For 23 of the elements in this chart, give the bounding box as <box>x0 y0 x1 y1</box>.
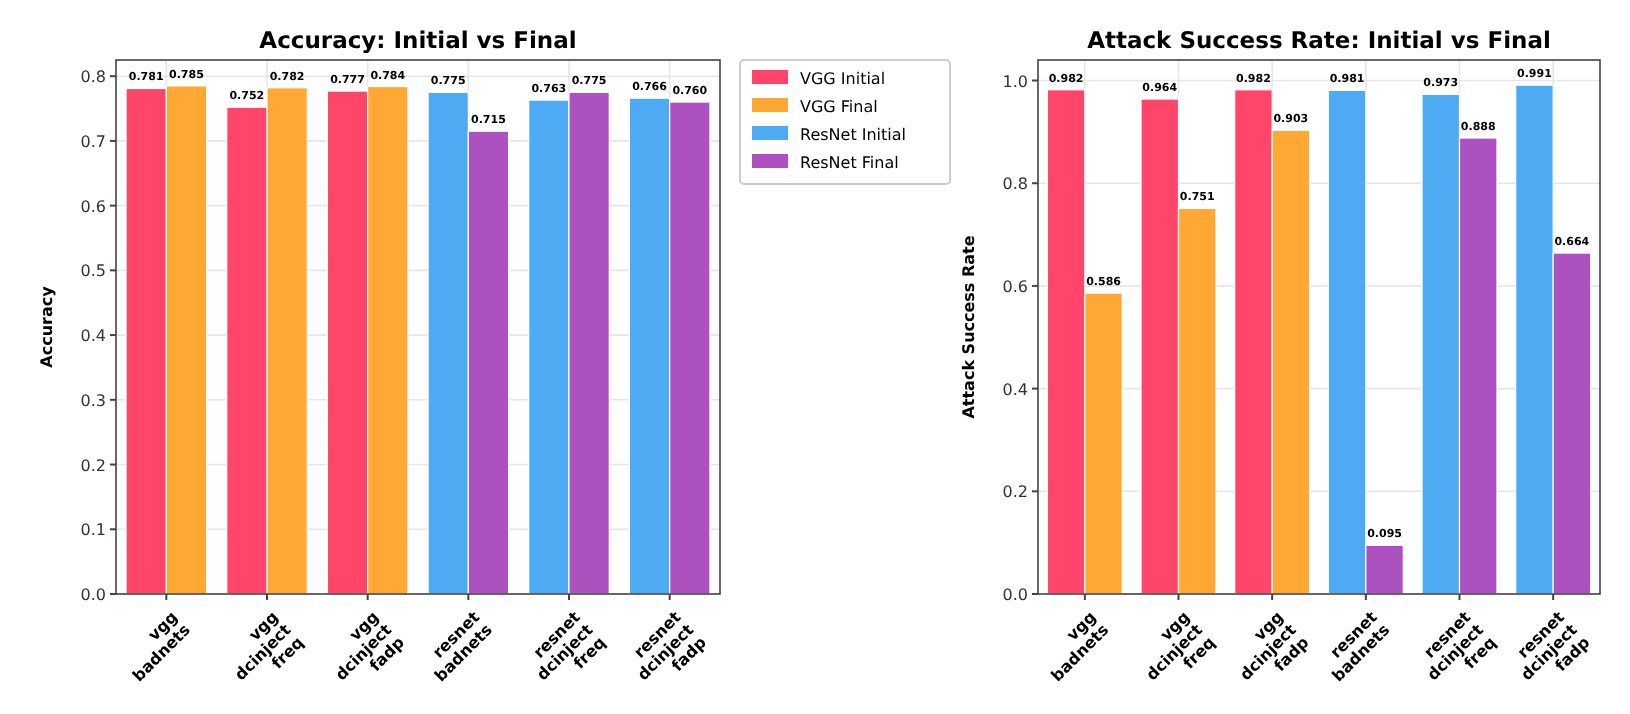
y-tick-label: 0.5 <box>80 262 106 281</box>
y-tick-label: 0.8 <box>1002 175 1028 194</box>
y-tick-label: 1.0 <box>1002 72 1028 91</box>
legend-label: VGG Final <box>800 98 878 116</box>
y-tick-label: 0.2 <box>80 456 106 475</box>
legend-label: ResNet Initial <box>800 126 907 144</box>
y-tick-label: 0.3 <box>80 391 106 410</box>
y-tick-label: 0.0 <box>80 586 106 604</box>
y-tick-label: 0.6 <box>1002 277 1028 296</box>
y-tick-label: 0.8 <box>80 68 106 87</box>
chart-title: Attack Success Rate: Initial vs Final <box>1087 26 1551 54</box>
legend-label: VGG Initial <box>800 70 886 88</box>
y-axis-title: Accuracy <box>38 284 56 368</box>
y-tick-label: 0.4 <box>80 327 106 346</box>
y-axis-title: Attack Success Rate <box>960 234 978 419</box>
y-tick-label: 0.0 <box>1002 586 1028 604</box>
y-tick-label: 0.1 <box>80 521 106 540</box>
chart-title: Accuracy: Initial vs Final <box>259 26 577 54</box>
y-tick-label: 0.6 <box>80 197 106 216</box>
y-tick-label: 0.2 <box>1002 483 1028 502</box>
legend-label: ResNet Final <box>800 154 899 172</box>
y-tick-label: 0.7 <box>80 132 106 151</box>
y-tick-label: 0.4 <box>1002 380 1028 399</box>
